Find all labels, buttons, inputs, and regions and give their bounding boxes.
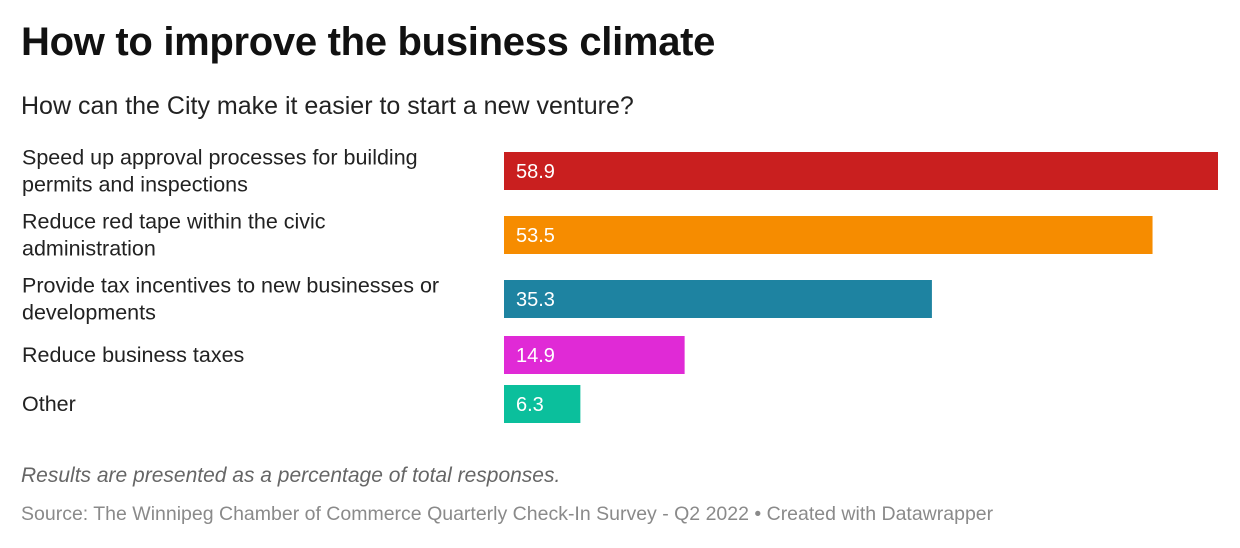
bar-1 <box>504 216 1153 254</box>
value-label-3: 14.9 <box>516 345 555 367</box>
value-label-0: 58.9 <box>516 161 555 183</box>
category-label-0: Speed up approval processes for building… <box>22 146 418 197</box>
category-label-line: Reduce business taxes <box>22 343 244 367</box>
category-label-line: Other <box>22 392 76 416</box>
value-label-1: 53.5 <box>516 225 555 247</box>
category-label-1: Reduce red tape within the civic administ… <box>22 210 326 261</box>
chart-source: Source: The Winnipeg Chamber of Commerce… <box>21 503 994 525</box>
category-label-line: Reduce red tape within the civic <box>22 210 326 234</box>
bar-3 <box>504 336 685 374</box>
category-label-line: permits and inspections <box>22 173 248 197</box>
category-label-line: Provide tax incentives to new businesses… <box>22 274 439 298</box>
bar-0 <box>504 152 1218 190</box>
category-label-4: Other <box>22 392 76 416</box>
chart-note: Results are presented as a percentage of… <box>21 464 561 487</box>
category-label-3: Reduce business taxes <box>22 343 244 367</box>
value-label-2: 35.3 <box>516 289 555 311</box>
value-label-4: 6.3 <box>516 394 544 416</box>
category-label-line: Speed up approval processes for building <box>22 146 418 170</box>
chart-subtitle: How can the City make it easier to start… <box>21 92 634 120</box>
chart-title: How to improve the business climate <box>21 20 716 64</box>
bar-2 <box>504 280 932 318</box>
category-label-2: Provide tax incentives to new businesses… <box>22 274 439 325</box>
category-label-line: developments <box>22 301 156 325</box>
bar-4 <box>504 385 581 423</box>
category-label-line: administration <box>22 237 156 261</box>
